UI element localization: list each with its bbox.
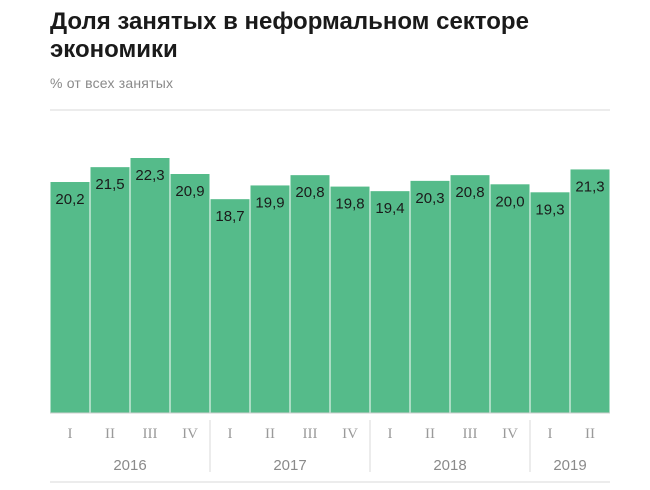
chart-title: Доля занятых в неформальном секторе экон… (50, 8, 529, 63)
x-tick-label: IV (342, 426, 358, 442)
bar-value-label: 21,3 (575, 178, 604, 195)
bar-value-label: 19,4 (375, 200, 404, 217)
x-tick-label: III (143, 426, 158, 442)
bar-value-label: 22,3 (135, 167, 164, 184)
x-tick-label: III (463, 426, 478, 442)
bar-8 (330, 186, 370, 413)
bar-value-label: 20,3 (415, 190, 444, 207)
bar-6 (250, 185, 290, 413)
bar-value-label: 19,9 (255, 194, 284, 211)
x-tick-label: II (585, 426, 595, 442)
bar-1 (50, 182, 90, 413)
bar-12 (490, 184, 530, 413)
bar-2 (90, 167, 130, 413)
bar-value-label: 20,2 (55, 191, 84, 208)
bar-13 (530, 192, 570, 413)
bar-5 (210, 199, 250, 413)
x-tick-label: II (425, 426, 435, 442)
year-label-2017: 2017 (273, 457, 306, 474)
bar-3 (130, 158, 170, 413)
bar-value-label: 20,9 (175, 183, 204, 200)
bar-value-label: 19,8 (335, 196, 364, 213)
x-tick-label: I (388, 426, 393, 442)
x-tick-label: II (265, 426, 275, 442)
bar-14 (570, 169, 610, 413)
year-label-2018: 2018 (433, 457, 466, 474)
year-label-2016: 2016 (113, 457, 146, 474)
bar-10 (410, 180, 450, 413)
bar-7 (290, 175, 330, 413)
x-tick-label: IV (502, 426, 518, 442)
bar-value-label: 20,8 (455, 184, 484, 201)
bar-4 (170, 174, 210, 413)
bar-value-label: 20,8 (295, 184, 324, 201)
x-axis-years: 2016 2017 2018 2019 (113, 420, 587, 474)
x-tick-label: I (228, 426, 233, 442)
bar-9 (370, 191, 410, 413)
x-tick-label: IV (182, 426, 198, 442)
bar-11 (450, 175, 490, 413)
x-tick-label: I (68, 426, 73, 442)
x-tick-label: I (548, 426, 553, 442)
x-tick-label: II (105, 426, 115, 442)
bar-value-label: 18,7 (215, 208, 244, 225)
bar-value-label: 21,5 (95, 176, 124, 193)
bar-value-label: 19,3 (535, 201, 564, 218)
x-tick-label: III (303, 426, 318, 442)
x-axis-ticks: I II III IV I II III IV I II III IV I II (68, 426, 596, 442)
bar-value-label: 20,0 (495, 193, 524, 210)
chart-subtitle: % от всех занятых (50, 75, 174, 91)
bars-layer: 20,2 21,5 22,3 20,9 18,7 19,9 20,8 19,8 19,4 20,3… (50, 158, 610, 413)
year-label-2019: 2019 (553, 457, 586, 474)
